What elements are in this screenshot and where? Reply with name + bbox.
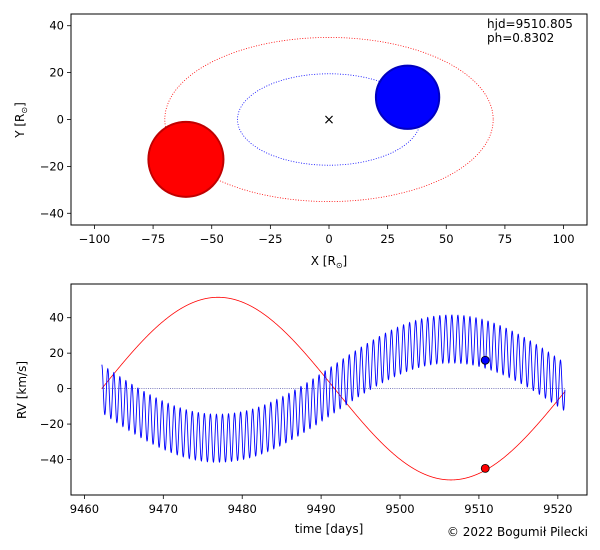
- x-tick-label: −50: [200, 232, 224, 246]
- x-tick-label: 25: [380, 232, 395, 246]
- y-tick-label: −20: [40, 417, 64, 431]
- y-tick-label: 0: [57, 382, 64, 396]
- y-tick-label: 20: [49, 346, 64, 360]
- x-tick-label: 9510: [464, 502, 493, 516]
- rv-plot-area: [101, 296, 566, 481]
- rv-y-axis-label: RV [km/s]: [15, 361, 29, 419]
- orbit-y-axis-label: Y [R⊙]: [13, 102, 29, 139]
- orbit-panel: × −100 −75 −50 −25 0 25 50 75 100 −40 −20 0 20 40 hj…: [13, 13, 588, 270]
- x-tick-label: 9460: [70, 502, 99, 516]
- hjd-annotation: hjd=9510.805: [487, 17, 573, 31]
- star-disk-1: [374, 64, 441, 130]
- x-tick-label: 50: [439, 232, 454, 246]
- y-tick-label: 40: [49, 311, 64, 325]
- x-tick-label: 0: [325, 232, 332, 246]
- y-tick-label: −40: [40, 206, 64, 220]
- orbit-y-ticks: −40 −20 0 20 40: [40, 19, 71, 220]
- y-tick-label: −20: [40, 159, 64, 173]
- star-disk-0: [147, 120, 225, 198]
- x-tick-label: −75: [141, 232, 165, 246]
- x-tick-label: 9490: [306, 502, 335, 516]
- center-of-mass-marker: ×: [323, 112, 335, 128]
- y-tick-label: −40: [40, 453, 64, 467]
- rv-series-line-1: [101, 314, 566, 463]
- y-tick-label: 40: [49, 19, 64, 33]
- orbit-ellipse-0: [164, 37, 494, 202]
- rv-x-ticks: 9460 9470 9480 9490 9500 9510 9520: [70, 495, 572, 516]
- x-tick-label: −25: [258, 232, 282, 246]
- rv-plot-frame: [70, 283, 588, 496]
- rv-y-ticks: −40 −20 0 20 40: [40, 311, 71, 467]
- y-tick-label: 0: [57, 113, 64, 127]
- rv-current-point-0: [480, 464, 490, 473]
- orbit-plot-area: ×: [147, 37, 494, 202]
- rv-panel: 9460 9470 9480 9490 9500 9510 9520 −40 −20 0 20 40…: [15, 283, 588, 536]
- x-tick-label: 100: [553, 232, 575, 246]
- rv-current-point-1: [480, 355, 490, 365]
- x-tick-label: −100: [79, 232, 111, 246]
- x-tick-label: 9520: [543, 502, 572, 516]
- orbit-x-ticks: −100 −75 −50 −25 0 25 50 75 100: [79, 225, 575, 246]
- phase-annotation: ph=0.8302: [487, 31, 554, 45]
- orbit-x-axis-label: X [R⊙]: [311, 254, 347, 270]
- rv-x-axis-label: time [days]: [295, 522, 364, 536]
- x-tick-label: 9470: [149, 502, 178, 516]
- copyright-notice: © 2022 Bogumił Pilecki: [447, 525, 588, 539]
- x-tick-label: 9480: [228, 502, 257, 516]
- x-tick-label: 75: [498, 232, 513, 246]
- x-tick-label: 9500: [385, 502, 414, 516]
- y-tick-label: 20: [49, 66, 64, 80]
